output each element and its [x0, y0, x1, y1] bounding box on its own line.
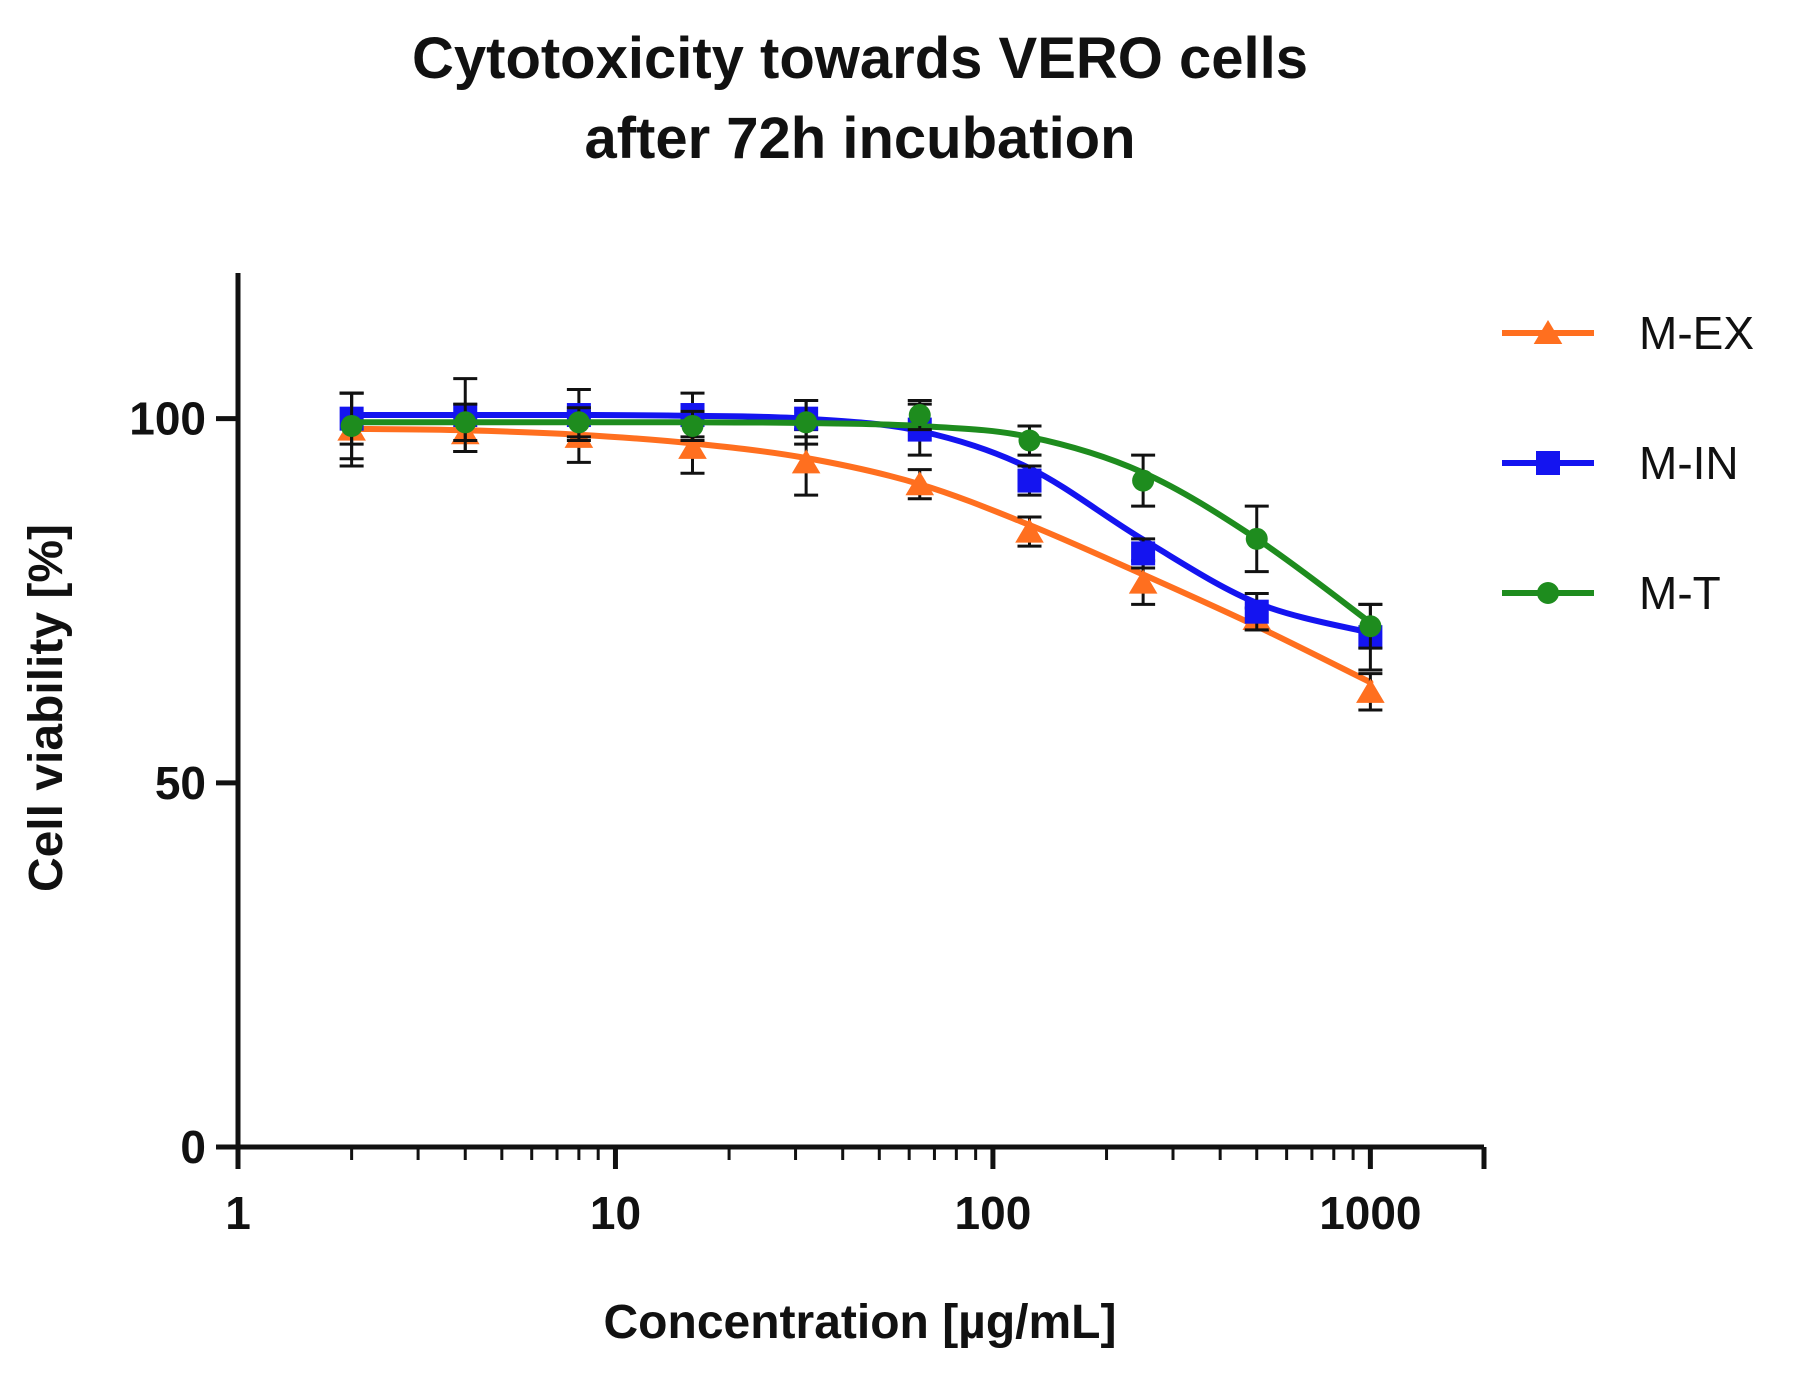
- legend-item-m-in: M-IN: [1502, 437, 1739, 489]
- data-point: [1131, 541, 1156, 566]
- y-axis-ticks: 0 50 100: [129, 393, 238, 1173]
- data-point: [454, 411, 477, 434]
- legend-label: M-T: [1639, 567, 1721, 619]
- y-tick-label: 50: [155, 757, 206, 809]
- data-point: [1015, 518, 1044, 543]
- legend-item-m-t: M-T: [1502, 567, 1721, 619]
- plot-series: [337, 377, 1385, 712]
- chart-title-line-2: after 72h incubation: [584, 106, 1135, 171]
- legend-item-m-ex: M-EX: [1502, 307, 1754, 359]
- data-point: [1244, 599, 1269, 624]
- data-point: [1356, 678, 1385, 703]
- data-point: [681, 414, 704, 437]
- x-tick-label: 100: [955, 1187, 1032, 1239]
- legend-swatch-marker: [1536, 451, 1560, 475]
- legend: M-EX M-IN M-T: [1502, 307, 1754, 619]
- chart-title: Cytotoxicity towards VERO cells after 72…: [412, 26, 1308, 171]
- x-tick-label: 1000: [1319, 1187, 1421, 1239]
- legend-label: M-EX: [1639, 307, 1754, 359]
- chart-title-line-1: Cytotoxicity towards VERO cells: [412, 26, 1308, 91]
- series-line-m-ex: [348, 425, 1374, 686]
- x-tick-label: 1: [225, 1187, 251, 1239]
- y-tick-label: 0: [180, 1121, 206, 1173]
- data-point: [795, 411, 818, 434]
- series-m-ex: [337, 391, 1385, 712]
- data-point: [1017, 468, 1042, 493]
- series-line-m-t: [348, 419, 1374, 626]
- series-line-m-in: [348, 411, 1374, 636]
- data-point: [1359, 615, 1382, 638]
- y-tick-label: 100: [129, 393, 206, 445]
- x-axis-ticks: 1 10 100 1000: [225, 1147, 1487, 1239]
- axes: [235, 273, 1484, 1150]
- data-point: [678, 434, 707, 459]
- data-point: [791, 449, 821, 474]
- legend-swatch-marker: [1533, 320, 1563, 345]
- data-point: [908, 404, 931, 427]
- data-point: [1128, 569, 1158, 594]
- x-tick-label: 10: [590, 1187, 641, 1239]
- x-axis-title: Concentration [µg/mL]: [604, 1296, 1117, 1349]
- data-point: [567, 411, 590, 434]
- y-axis-title: Cell viability [%]: [20, 524, 73, 892]
- data-point: [1018, 429, 1041, 452]
- legend-label: M-IN: [1639, 437, 1739, 489]
- data-point: [905, 471, 935, 496]
- legend-swatch-marker: [1537, 582, 1559, 604]
- series-m-t: [339, 391, 1383, 650]
- data-point: [340, 414, 363, 437]
- data-point: [1132, 469, 1155, 492]
- data-point: [1245, 527, 1268, 550]
